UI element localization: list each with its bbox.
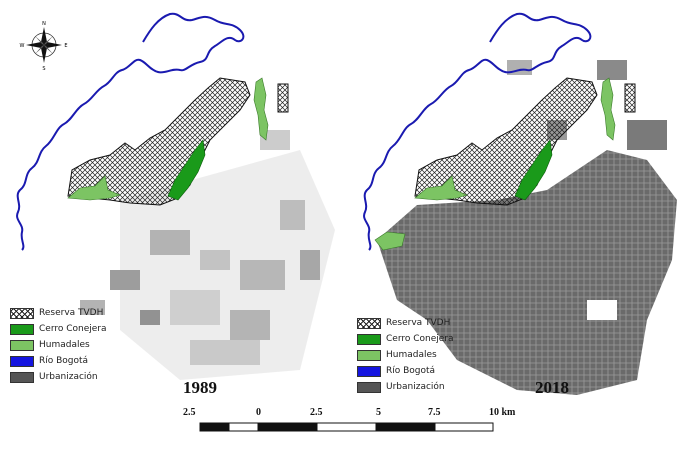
humadales-1989-a [67, 175, 121, 201]
humadales-1989-b [253, 77, 269, 141]
legend-swatch-reserva [357, 317, 381, 329]
urbanization-1989 [80, 130, 335, 380]
legend-label-urbanizacion: Urbanización [39, 372, 98, 382]
year-label-1989: 1989 [183, 378, 217, 397]
map-1989-canvas: N E S W [16, 12, 335, 380]
legend-label-reserva: Reserva TVDH [39, 308, 104, 318]
legend-item-humadales: Humadales [10, 338, 107, 352]
legend-label-urbanizacion: Urbanización [386, 382, 445, 392]
scale-label-3: 5 [376, 407, 381, 418]
legend-item-reserva: Reserva TVDH [357, 316, 454, 330]
year-label-2018: 2018 [535, 378, 569, 397]
reserva-tvdh-1989 [67, 77, 251, 206]
map-2018 [347, 0, 695, 400]
legend-item-rio: Río Bogotá [10, 354, 107, 368]
legend-swatch-urbanizacion [357, 381, 381, 393]
humadales-2018-c [374, 231, 406, 251]
scale-label-1: 0 [256, 407, 261, 418]
legend-label-cerro: Cerro Conejera [39, 324, 107, 334]
rio-bogota-1989 [16, 12, 245, 251]
reserva-tvdh-patch-2018 [624, 83, 636, 113]
legend-item-reserva: Reserva TVDH [10, 306, 107, 320]
scale-label-0: 2.5 [183, 407, 196, 418]
reserva-tvdh-2018 [414, 77, 598, 206]
rio-bogota-2018 [363, 12, 592, 251]
legend-swatch-cerro [10, 323, 34, 335]
humadales-2018-a [414, 175, 468, 201]
legend-item-urbanizacion: Urbanización [10, 370, 107, 384]
legend-swatch-humadales [10, 339, 34, 351]
legend-item-humadales: Humadales [357, 348, 454, 362]
legend-label-cerro: Cerro Conejera [386, 334, 454, 344]
legend-swatch-urbanizacion [10, 371, 34, 383]
legend-label-reserva: Reserva TVDH [386, 318, 451, 328]
legend-2018: Reserva TVDH Cerro Conejera Humadales Rí… [357, 316, 454, 396]
map-1989: N E S W [0, 0, 348, 400]
compass-rose-icon: N E S W [20, 21, 68, 72]
scale-label-2: 2.5 [310, 407, 323, 418]
legend-label-humadales: Humadales [386, 350, 437, 360]
legend-label-rio: Río Bogotá [39, 356, 89, 366]
legend-item-cerro: Cerro Conejera [10, 322, 107, 336]
scale-bar: 2.5 0 2.5 5 7.5 10 km [0, 405, 695, 445]
legend-swatch-rio [357, 365, 381, 377]
reserva-tvdh-patch-1989 [277, 83, 289, 113]
legend-swatch-reserva [10, 307, 34, 319]
scale-bar-graphic [199, 422, 494, 432]
compass-w: W [20, 43, 25, 49]
compass-n: N [42, 21, 46, 27]
cerro-conejera-2018 [514, 139, 553, 201]
map-2018-canvas [363, 12, 677, 395]
legend-label-rio: Río Bogotá [386, 366, 436, 376]
cerro-conejera-1989 [167, 139, 206, 201]
legend-swatch-cerro [357, 333, 381, 345]
legend-swatch-rio [10, 355, 34, 367]
legend-1989: Reserva TVDH Cerro Conejera Humadales Rí… [10, 306, 107, 386]
legend-item-rio: Río Bogotá [357, 364, 454, 378]
compass-e: E [64, 43, 67, 49]
scale-label-5: 10 km [489, 407, 516, 418]
compass-s: S [42, 66, 45, 72]
humadales-2018-b [600, 77, 616, 141]
scale-label-4: 7.5 [428, 407, 441, 418]
legend-item-urbanizacion: Urbanización [357, 380, 454, 394]
legend-item-cerro: Cerro Conejera [357, 332, 454, 346]
legend-swatch-humadales [357, 349, 381, 361]
legend-label-humadales: Humadales [39, 340, 90, 350]
